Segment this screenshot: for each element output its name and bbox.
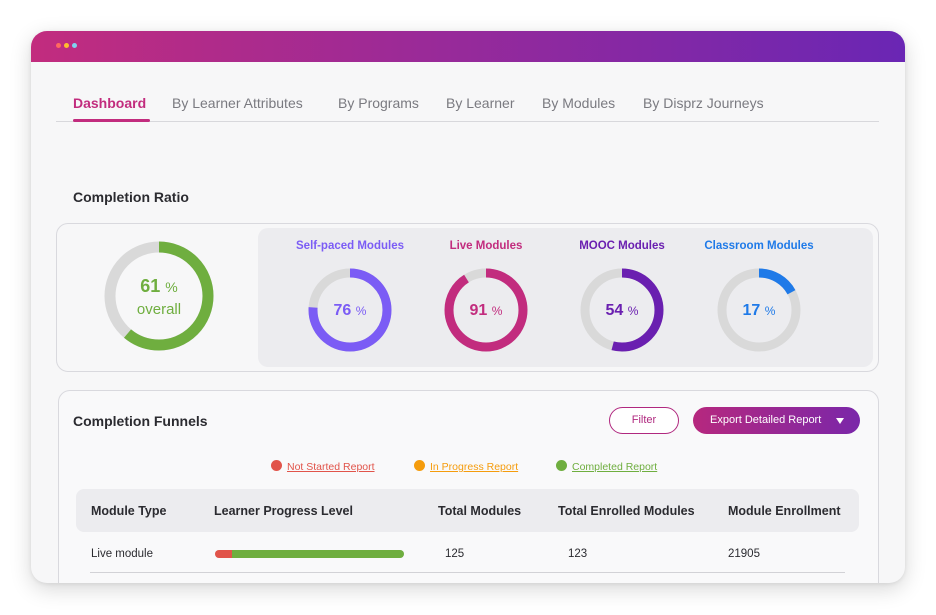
- live-modules-title: Live Modules: [449, 240, 523, 252]
- column-header-learner-progress-level[interactable]: Learner Progress Level: [214, 504, 353, 518]
- classroom-value: 17: [742, 302, 761, 319]
- column-header-module-enrollment[interactable]: Module Enrollment: [728, 504, 841, 518]
- table-header: [76, 489, 859, 532]
- completed-dot-icon: [556, 460, 567, 471]
- row-1-module-enrollment: 21905: [728, 548, 760, 560]
- live-value-label: 91 %: [446, 302, 526, 320]
- row-1-module-type: Live module: [91, 548, 154, 560]
- overall-value-label: 61 %: [109, 276, 209, 297]
- close-window-dot[interactable]: [56, 43, 61, 48]
- mooc-donut-arc: [580, 268, 664, 352]
- minimize-window-dot[interactable]: [64, 43, 69, 48]
- overall-value: 61: [140, 276, 161, 296]
- maximize-window-dot[interactable]: [72, 43, 77, 48]
- not-started-report-link[interactable]: Not Started Report: [287, 461, 375, 473]
- completion-funnels-title: Completion Funnels: [73, 413, 208, 429]
- classroom-value-label: 17 %: [719, 302, 799, 320]
- in-progress-dot-icon: [414, 460, 425, 471]
- column-header-module-type[interactable]: Module Type: [91, 504, 167, 518]
- row-1-total-enrolled-modules: 123: [568, 548, 588, 560]
- export-detailed-report-label: Export Detailed Report: [710, 414, 822, 426]
- mooc-donut: [580, 268, 664, 352]
- column-header-total-enrolled-modules[interactable]: Total Enrolled Modules: [558, 504, 695, 518]
- self-paced-unit: %: [355, 304, 367, 318]
- tab-by-disprz-journeys[interactable]: By Disprz Journeys: [643, 95, 764, 111]
- active-tab-indicator: [73, 119, 150, 122]
- self-paced-value-label: 76 %: [310, 302, 390, 320]
- classroom-modules-title: Classroom Modules: [704, 240, 814, 252]
- tab-by-modules[interactable]: By Modules: [542, 95, 616, 111]
- mooc-value: 54: [605, 302, 624, 319]
- progress-segment-not-started: [215, 550, 232, 558]
- in-progress-report-link[interactable]: In Progress Report: [430, 461, 519, 473]
- self-paced-donut: [308, 268, 392, 352]
- not-started-dot-icon: [271, 460, 282, 471]
- overall-unit: %: [165, 279, 178, 295]
- tab-dashboard[interactable]: Dashboard: [73, 95, 147, 111]
- title-bar: [31, 31, 905, 62]
- tab-by-learner[interactable]: By Learner: [446, 95, 515, 111]
- mooc-value-label: 54 %: [582, 302, 662, 320]
- dashboard-content: Dashboard By Learner Attributes By Progr…: [31, 62, 905, 583]
- overall-donut-arc: [104, 241, 214, 351]
- tab-by-learner-attributes[interactable]: By Learner Attributes: [172, 95, 303, 111]
- mooc-unit: %: [627, 304, 639, 318]
- live-value: 91: [469, 302, 488, 319]
- classroom-donut: [717, 268, 801, 352]
- overall-caption: overall: [136, 301, 182, 318]
- row-1-total-modules: 125: [445, 548, 465, 560]
- row-divider: [90, 572, 845, 573]
- filter-button[interactable]: Filter: [609, 407, 679, 434]
- app-window: Dashboard By Learner Attributes By Progr…: [31, 31, 905, 583]
- classroom-donut-arc: [717, 268, 801, 352]
- self-paced-modules-title: Self-paced Modules: [296, 240, 404, 252]
- column-header-total-modules[interactable]: Total Modules: [438, 504, 522, 518]
- overall-donut: [104, 241, 214, 351]
- live-unit: %: [491, 304, 503, 318]
- self-paced-value: 76: [333, 302, 352, 319]
- row-1-progress-bar: [215, 550, 404, 558]
- live-donut-arc: [444, 268, 528, 352]
- progress-segment-completed: [232, 550, 404, 558]
- export-detailed-report-button[interactable]: Export Detailed Report: [693, 407, 860, 434]
- completion-ratio-title: Completion Ratio: [73, 189, 189, 205]
- completed-report-link[interactable]: Completed Report: [572, 461, 658, 473]
- tab-by-programs[interactable]: By Programs: [338, 95, 419, 111]
- tab-bar: Dashboard By Learner Attributes By Progr…: [56, 86, 879, 122]
- live-donut: [444, 268, 528, 352]
- self-paced-donut-arc: [308, 268, 392, 352]
- chevron-down-icon: [836, 418, 844, 424]
- classroom-unit: %: [764, 304, 776, 318]
- mooc-modules-title: MOOC Modules: [579, 240, 665, 252]
